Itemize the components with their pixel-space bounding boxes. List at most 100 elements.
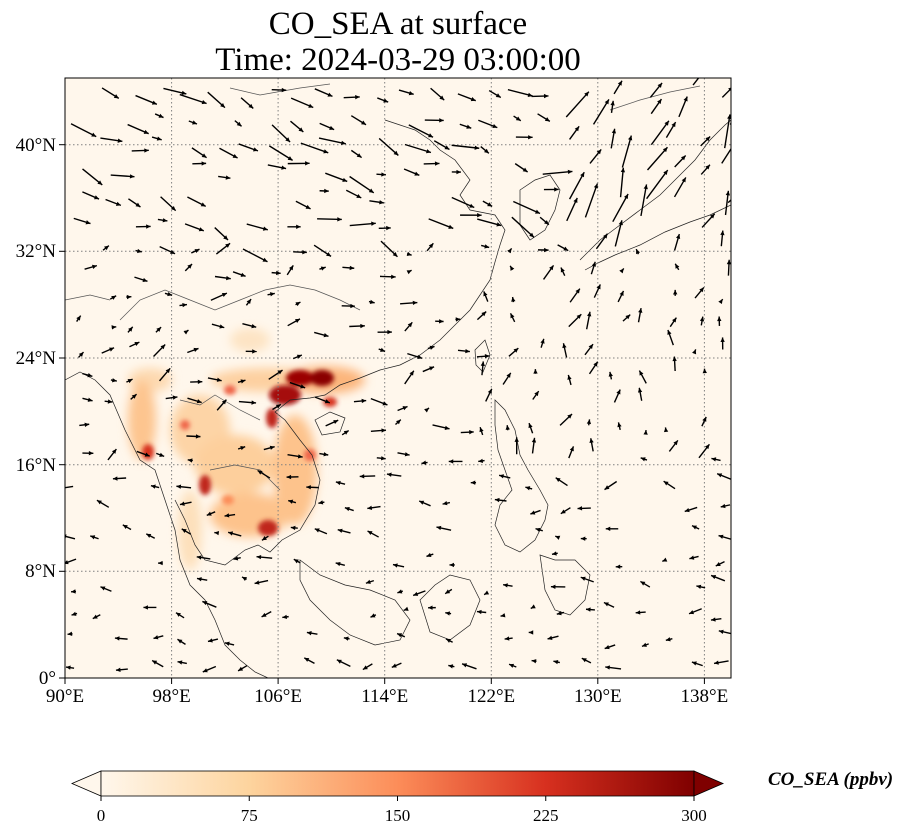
wind-arrow-head: [481, 311, 487, 317]
wind-arrow-head: [252, 147, 258, 152]
wind-arrow-head: [692, 349, 697, 355]
wind-arrow-head: [533, 369, 538, 374]
wind-arrow-head: [530, 510, 536, 515]
wind-arrow-head: [201, 161, 207, 166]
wind-arrow-head: [456, 169, 461, 175]
wind-arrow-head: [615, 564, 621, 569]
colorbar-tick-label: 75: [241, 806, 258, 825]
wind-arrow-head: [611, 128, 617, 134]
wind-arrow-head: [540, 338, 545, 344]
wind-arrow-head: [181, 528, 187, 534]
wind-arrow-head: [705, 136, 711, 142]
wind-arrow-head: [663, 427, 669, 433]
wind-arrow-head: [153, 635, 159, 640]
wind-arrow-head: [663, 481, 669, 486]
wind-arrow-head: [170, 249, 176, 254]
wind-arrow-shaft: [619, 167, 625, 198]
wind-arrow-head: [407, 322, 413, 328]
wind-arrow-head: [214, 530, 220, 536]
wind-arrow-head: [439, 95, 445, 101]
wind-arrow-head: [610, 100, 615, 106]
wind-arrow-head: [593, 183, 598, 189]
wind-arrow-head: [111, 325, 117, 330]
wind-arrow-head: [242, 576, 248, 581]
wind-arrow-head: [567, 374, 572, 380]
wind-arrow-head: [175, 612, 181, 617]
wind-arrow-head: [569, 446, 574, 452]
wind-arrow-head: [641, 642, 647, 647]
wind-arrow-head: [603, 233, 608, 239]
colorbar-extend-max: [693, 770, 725, 797]
wind-arrow-head: [134, 342, 140, 346]
wind-arrow-head: [216, 377, 222, 382]
wind-arrow-head: [159, 452, 165, 457]
wind-arrow-head: [232, 153, 238, 159]
wind-arrow-shaft: [721, 87, 731, 98]
wind-arrow-head: [527, 92, 533, 97]
wind-arrow-head: [727, 114, 731, 120]
wind-arrow-head: [605, 665, 610, 670]
wind-arrow-head: [340, 140, 346, 145]
wind-arrow-head: [699, 287, 704, 293]
wind-arrow-head: [326, 252, 332, 257]
wind-arrow-head: [324, 188, 329, 194]
wind-arrow-head: [689, 610, 695, 615]
wind-arrow-head: [196, 399, 202, 404]
wind-arrow-head: [361, 120, 367, 125]
wind-arrow-head: [269, 292, 275, 297]
wind-arrow-shaft: [179, 93, 207, 105]
wind-arrow-head: [193, 347, 199, 353]
wind-arrow-head: [639, 370, 644, 376]
wind-arrow-head: [293, 559, 299, 564]
wind-arrow-head: [179, 501, 185, 506]
wind-arrow-head: [436, 525, 442, 531]
wind-arrow-head: [404, 452, 410, 457]
wind-arrow-head: [65, 560, 69, 565]
wind-arrow-head: [240, 379, 246, 384]
wind-arrow-head: [183, 330, 189, 335]
wind-arrow-head: [617, 422, 622, 428]
wind-arrow-head: [702, 368, 707, 374]
wind-arrow-head: [176, 484, 182, 489]
wind-arrow-head: [484, 590, 490, 595]
wind-arrow-head: [587, 311, 592, 317]
wind-arrow-head: [285, 137, 291, 142]
wind-arrow-head: [397, 589, 403, 594]
wind-arrow-head: [507, 248, 512, 254]
lat-tick-label: 8°N: [25, 561, 56, 582]
wind-arrow-head: [111, 295, 117, 300]
wind-arrow-head: [529, 232, 535, 238]
wind-arrow-head: [535, 209, 541, 214]
wind-arrow-head: [129, 174, 135, 179]
wind-arrow-head: [544, 247, 549, 253]
wind-arrow-head: [476, 609, 482, 615]
wind-arrow-head: [85, 220, 91, 225]
wind-arrow-head: [397, 633, 403, 638]
wind-arrow-head: [333, 420, 339, 425]
wind-arrow-head: [671, 122, 676, 128]
wind-arrow-head: [318, 500, 324, 505]
wind-arrow-head: [439, 118, 444, 123]
wind-arrow-head: [585, 607, 591, 612]
wind-arrow-head: [343, 430, 349, 435]
wind-arrow-head: [484, 244, 490, 249]
wind-arrow-head: [206, 511, 212, 516]
wind-arrow-head: [620, 167, 626, 173]
wind-arrow-head: [181, 90, 187, 95]
wind-arrow-head: [619, 268, 624, 274]
wind-arrow-head: [195, 434, 201, 439]
wind-arrow-head: [335, 561, 341, 567]
wind-arrow-shaft: [568, 171, 585, 200]
wind-arrow-head: [391, 274, 396, 279]
wind-arrow-head: [356, 193, 362, 198]
wind-arrow-head: [413, 591, 419, 596]
wind-arrow-head: [444, 145, 450, 150]
wind-arrow-head: [726, 259, 731, 265]
wind-arrow-head: [714, 660, 719, 665]
wind-arrow-head: [553, 660, 559, 665]
wind-arrow-head: [483, 291, 488, 297]
map-background: [65, 78, 731, 678]
wind-arrow-head: [91, 264, 97, 269]
wind-arrow-head: [406, 251, 412, 256]
wind-arrow-head: [742, 185, 747, 190]
